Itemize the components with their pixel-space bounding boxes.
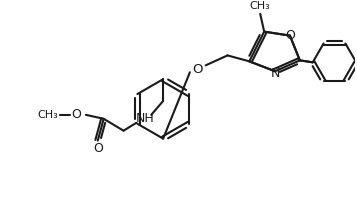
Text: O: O <box>285 29 295 42</box>
Text: O: O <box>93 142 103 155</box>
Text: O: O <box>192 63 203 76</box>
Text: CH₃: CH₃ <box>250 1 271 11</box>
Text: N: N <box>270 67 280 80</box>
Text: CH₃: CH₃ <box>38 110 59 120</box>
Text: NH: NH <box>136 112 155 125</box>
Text: O: O <box>71 108 81 121</box>
